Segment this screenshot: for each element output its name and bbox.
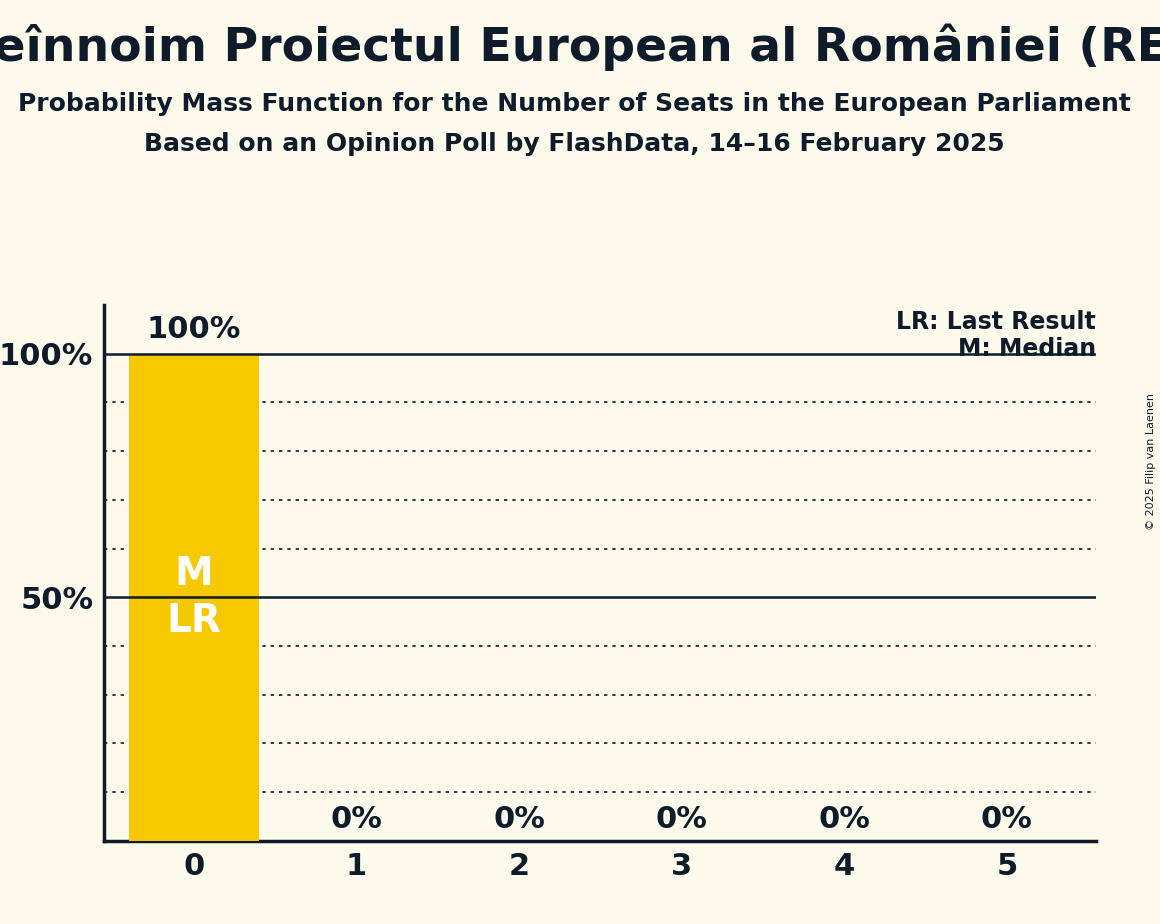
Text: 0%: 0% [818, 805, 870, 833]
Text: 0%: 0% [331, 805, 383, 833]
Text: Probability Mass Function for the Number of Seats in the European Parliament: Probability Mass Function for the Number… [17, 92, 1131, 116]
Text: 0%: 0% [655, 805, 708, 833]
Text: 100%: 100% [146, 315, 241, 344]
Text: M
LR: M LR [166, 554, 222, 639]
Bar [129, 354, 259, 841]
Text: LR: Last Result: LR: Last Result [897, 310, 1096, 334]
Text: © 2025 Filip van Laenen: © 2025 Filip van Laenen [1146, 394, 1155, 530]
Text: 0%: 0% [981, 805, 1032, 833]
Text: Based on an Opinion Poll by FlashData, 14–16 February 2025: Based on an Opinion Poll by FlashData, 1… [144, 132, 1005, 156]
Text: M: Median: M: Median [958, 336, 1096, 360]
Text: 0%: 0% [493, 805, 545, 833]
Text: Reînnoim Proiectul European al României (RE): Reînnoim Proiectul European al României … [0, 23, 1160, 70]
